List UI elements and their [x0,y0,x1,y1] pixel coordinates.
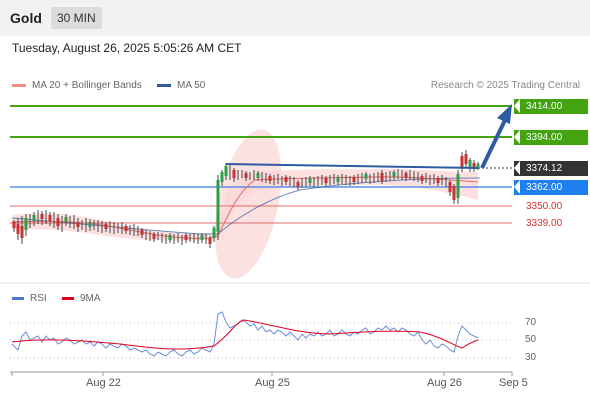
instrument-title: Gold [10,10,42,26]
timeframe-badge[interactable]: 30 MIN [51,7,102,29]
label-notch [514,99,520,113]
support-1-value: 3350.00 [526,201,563,212]
price-candles [12,154,480,244]
x-label-sep5: Sep 5 [499,377,528,389]
x-label-aug25: Aug 25 [255,377,290,389]
support-1-label: 3350.00 [514,199,588,214]
label-notch [514,130,520,144]
resistance-2-value: 3414.00 [526,101,563,112]
bollinger-band [12,168,478,241]
chart-timestamp: Tuesday, August 26, 2025 5:05:26 AM CET [12,41,242,55]
legend-rsi: RSI [12,293,47,304]
pivot-label: 3362.00 [514,180,588,195]
rsi-level-50: 50 [525,334,537,345]
highlight-ellipse [214,129,282,279]
pivot-value: 3362.00 [526,182,563,193]
ma20-label: MA 20 + Bollinger Bands [32,80,142,91]
ma50-label: MA 50 [177,80,206,91]
label-notch [514,161,520,175]
trend-line [225,163,479,169]
resistance-1-value: 3394.00 [526,132,563,143]
ma50-line [11,177,481,235]
rsi-ma-label: 9MA [80,293,101,304]
rsi-swatch [12,297,24,300]
legend-ma50: MA 50 [157,80,205,91]
forecast-arrow-shaft [480,117,508,169]
resistance-2-label: 3414.00 [514,99,588,114]
rsi-ma-swatch [62,297,74,300]
x-label-aug26: Aug 26 [427,377,462,389]
last-price-label: 3374.12 [514,161,588,176]
resistance-1-label: 3394.00 [514,130,588,145]
rsi-level-70: 70 [525,317,537,328]
support-2-value: 3339.00 [526,218,563,229]
rsi-ma-line [11,319,479,350]
legend-rsi-ma: 9MA [62,293,101,304]
last-price-value: 3374.12 [526,163,563,174]
ma20-swatch [12,84,26,87]
ma50-swatch [157,84,171,87]
rsi-label: RSI [30,293,47,304]
x-label-aug22: Aug 22 [86,377,121,389]
support-2-label: 3339.00 [514,216,588,231]
rsi-line [11,311,479,357]
legend-ma20: MA 20 + Bollinger Bands [12,80,142,91]
label-notch [514,180,520,194]
chart-header: Gold 30 MIN [0,0,590,36]
forecast-arrow-head [497,104,512,124]
rsi-level-30: 30 [525,352,537,363]
research-credit: Research © 2025 Trading Central [430,80,580,91]
